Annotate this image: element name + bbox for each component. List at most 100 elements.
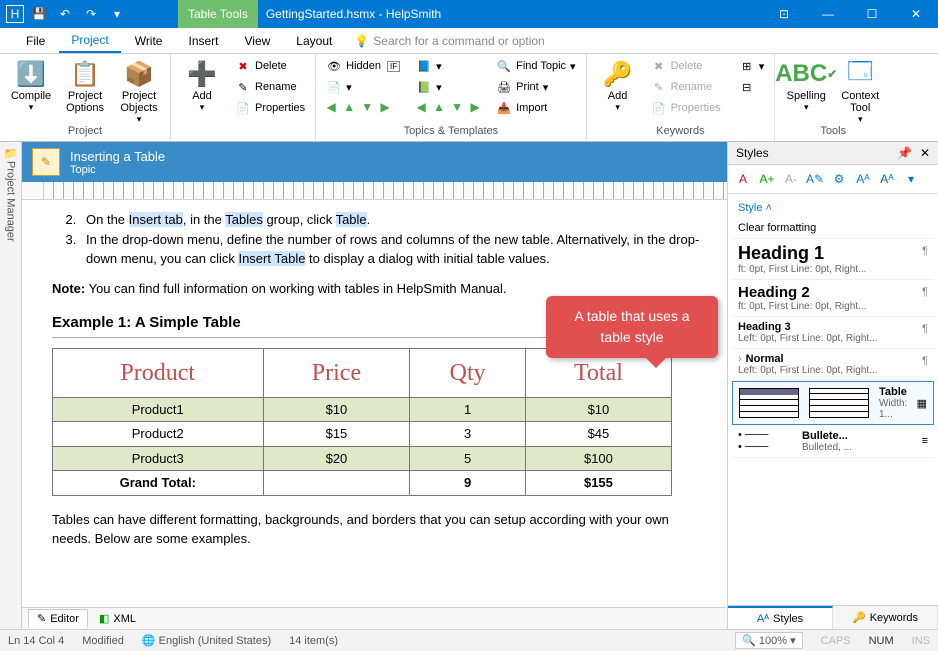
bulb-icon: 💡 — [354, 34, 369, 48]
compile-button[interactable]: ⬇️ Compile▾ — [6, 56, 56, 113]
project-options-button[interactable]: 📋 Project Options — [60, 56, 110, 114]
project-manager-tab[interactable]: 📁 Project Manager — [0, 142, 22, 629]
tab-write[interactable]: Write — [123, 30, 175, 52]
kw-rename-button: ✎Rename — [647, 77, 725, 97]
ruler[interactable] — [22, 182, 727, 200]
num-indicator: NUM — [869, 635, 894, 647]
table-total-row: Grand Total:9$155 — [53, 471, 672, 496]
doc-icon: 📄 — [326, 79, 342, 95]
style-options-icon[interactable]: ⚙ — [828, 169, 850, 189]
print-button[interactable]: 🖨Print ▾ — [492, 77, 579, 97]
close-panel-icon[interactable]: ✕ — [920, 146, 930, 160]
rename-button[interactable]: ✎Rename — [231, 77, 309, 97]
editor-view-tabs: ✎Editor ◧XML — [22, 607, 727, 629]
find-topic-button[interactable]: 🔍Find Topic ▾ — [492, 56, 579, 76]
table-header: Product — [53, 348, 264, 397]
clear-formatting[interactable]: Clear formatting — [732, 218, 934, 239]
kw-extra-2[interactable]: ⊟ — [735, 77, 769, 97]
pin-icon[interactable]: 📌 — [897, 146, 912, 160]
qat-more-icon[interactable]: ▾ — [106, 3, 128, 25]
tab-project[interactable]: Project — [59, 29, 120, 53]
close-button[interactable]: ✕ — [894, 0, 938, 28]
nav-arrows-2[interactable]: ◀▲▼▶ — [412, 98, 484, 116]
add-topic-button[interactable]: ➕ Add▾ — [177, 56, 227, 113]
group-label: Topics & Templates — [322, 125, 579, 139]
style-a-plus-icon[interactable]: A+ — [756, 169, 778, 189]
search-icon: 🔍 — [496, 58, 512, 74]
cursor-position: Ln 14 Col 4 — [8, 635, 64, 647]
context-tool-button[interactable]: 🗔 Context Tool▾ — [835, 56, 885, 125]
style-edit-icon[interactable]: A✎ — [804, 169, 826, 189]
style-section[interactable]: Style ˄ — [732, 198, 934, 218]
table-row: Product1$101$10 — [53, 397, 672, 422]
style-more-icon[interactable]: ▾ — [900, 169, 922, 189]
undo-icon[interactable]: ↶ — [54, 3, 76, 25]
ribbon-toggle-icon[interactable]: ⊡ — [762, 0, 806, 28]
save-icon[interactable]: 💾 — [28, 3, 50, 25]
style-heading2[interactable]: Heading 2ft: 0pt, First Line: 0pt, Right… — [732, 280, 934, 317]
pencil-icon: ✎ — [37, 612, 46, 625]
nav-arrows[interactable]: ◀▲▼▶ — [322, 98, 404, 116]
style-normal[interactable]: ›NormalLeft: 0pt, First Line: 0pt, Right… — [732, 349, 934, 381]
arrow-up-icon: ▲ — [342, 100, 356, 114]
tab-editor[interactable]: ✎Editor — [28, 609, 88, 628]
window-title: GettingStarted.hsmx - HelpSmith — [258, 7, 762, 21]
pilcrow-icon: ¶ — [922, 245, 928, 257]
tab-file[interactable]: File — [14, 30, 57, 52]
list-item: On the Insert tab, in the Tables group, … — [80, 210, 701, 230]
kw-properties-button: 📄Properties — [647, 98, 725, 118]
ribbon-tabs: File Project Write Insert View Layout 💡 … — [0, 28, 938, 54]
caps-indicator: CAPS — [821, 635, 851, 647]
tab-insert[interactable]: Insert — [176, 30, 230, 52]
style-heading3[interactable]: Heading 3Left: 0pt, First Line: 0pt, Rig… — [732, 317, 934, 349]
item-count: 14 item(s) — [289, 635, 338, 647]
options-icon: 📋 — [69, 58, 101, 90]
tpl-btn-3[interactable]: 📗▾ — [412, 77, 484, 97]
add-icon: ➕ — [186, 58, 218, 90]
properties-button[interactable]: 📄Properties — [231, 98, 309, 118]
table-row: Product3$205$100 — [53, 446, 672, 471]
project-objects-button[interactable]: 📦 Project Objects▾ — [114, 56, 164, 125]
zoom-control[interactable]: 🔍 100% ▾ — [735, 632, 802, 649]
tab-xml[interactable]: ◧XML — [90, 609, 145, 628]
language-status[interactable]: 🌐 English (United States) — [142, 634, 271, 647]
style-a-icon[interactable]: A — [732, 169, 754, 189]
tab-layout[interactable]: Layout — [284, 30, 344, 52]
spelling-icon: ABC✔ — [790, 58, 822, 90]
group-label: Tools — [781, 125, 885, 139]
hidden-icon: 👁 — [326, 58, 342, 74]
hidden-button[interactable]: 👁Hidden IF — [322, 56, 404, 76]
editor[interactable]: On the Insert tab, in the Tables group, … — [22, 200, 727, 607]
tpl-btn-1[interactable]: 📄▾ — [322, 77, 404, 97]
app-icon: H — [6, 5, 24, 23]
maximize-button[interactable]: ☐ — [850, 0, 894, 28]
tell-me-search[interactable]: 💡 Search for a command or option — [354, 34, 938, 48]
add-keyword-button[interactable]: 🔑 Add▾ — [593, 56, 643, 113]
minimize-button[interactable]: ― — [806, 0, 850, 28]
style-a-minus-icon[interactable]: A- — [780, 169, 802, 189]
delete-button[interactable]: ✖Delete — [231, 56, 309, 76]
modified-status: Modified — [82, 635, 124, 647]
panel-tab-styles[interactable]: AᴬStyles — [728, 606, 833, 629]
tpl-btn-2[interactable]: 📘▾ — [412, 56, 484, 76]
tab-view[interactable]: View — [233, 30, 283, 52]
style-bulleted[interactable]: • ───• ─── Bullete...Bulleted, ... ≡ — [732, 425, 934, 458]
style-aa2-icon[interactable]: Aᴬ — [876, 169, 898, 189]
panel-tab-keywords[interactable]: 🔑Keywords — [833, 606, 938, 629]
style-heading1[interactable]: Heading 1ft: 0pt, First Line: 0pt, Right… — [732, 239, 934, 280]
topic-icon: ✎ — [32, 148, 60, 176]
style-aa-icon[interactable]: Aᴬ — [852, 169, 874, 189]
import-button[interactable]: 📥Import — [492, 98, 579, 118]
style-table[interactable]: TableWidth: 1... ▦ — [732, 381, 934, 425]
arrow-down-icon: ▼ — [360, 100, 374, 114]
properties-icon: 📄 — [235, 100, 251, 116]
kw-extra-1[interactable]: ⊞▾ — [735, 56, 769, 76]
example-table[interactable]: Product Price Qty Total Product1$101$10 … — [52, 348, 672, 496]
contextual-tab[interactable]: Table Tools — [178, 0, 258, 28]
group-label: Project — [6, 125, 164, 139]
import-icon: 📥 — [496, 100, 512, 116]
spelling-button[interactable]: ABC✔ Spelling▾ — [781, 56, 831, 113]
styles-icon: Aᴬ — [757, 613, 769, 625]
redo-icon[interactable]: ↷ — [80, 3, 102, 25]
context-icon: 🗔 — [844, 58, 876, 90]
